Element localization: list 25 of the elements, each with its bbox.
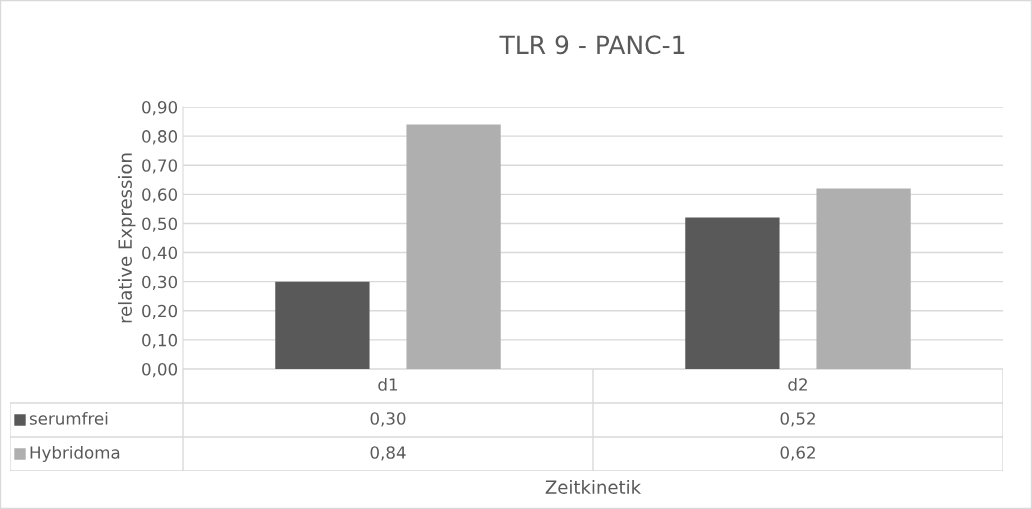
x-tick-label: d2 bbox=[788, 377, 807, 391]
y-tick-label: 0,60 bbox=[142, 188, 178, 203]
x-tick-label: d1 bbox=[378, 377, 398, 391]
data-label: 0,62 bbox=[780, 446, 815, 461]
x-axis-title: Zeitkinetik bbox=[545, 480, 642, 494]
data-label: 0,52 bbox=[780, 412, 815, 427]
y-tick-label: 0,40 bbox=[142, 246, 178, 261]
y-tick-label: 0,20 bbox=[142, 304, 178, 320]
y-tick-label: 0,30 bbox=[142, 275, 178, 290]
bar bbox=[406, 124, 501, 369]
legend-label: Hybridoma bbox=[30, 445, 120, 463]
legend-label: serumfrei bbox=[29, 411, 108, 425]
chart-title: TLR 9 - PANC-1 bbox=[499, 35, 685, 55]
bar bbox=[685, 217, 780, 369]
y-tick-label: 0,50 bbox=[142, 217, 178, 232]
y-tick-label: 0,00 bbox=[142, 362, 178, 378]
y-tick-label: 0,90 bbox=[142, 100, 178, 116]
data-label: 0,30 bbox=[370, 412, 406, 427]
bar bbox=[275, 281, 370, 369]
y-tick-label: 0,80 bbox=[142, 130, 178, 145]
y-tick-label: 0,70 bbox=[142, 159, 178, 174]
y-axis-title: relative Expression bbox=[118, 153, 136, 323]
data-label: 0,84 bbox=[370, 446, 406, 461]
bar bbox=[816, 188, 911, 369]
y-tick-label: 0,10 bbox=[142, 333, 178, 349]
